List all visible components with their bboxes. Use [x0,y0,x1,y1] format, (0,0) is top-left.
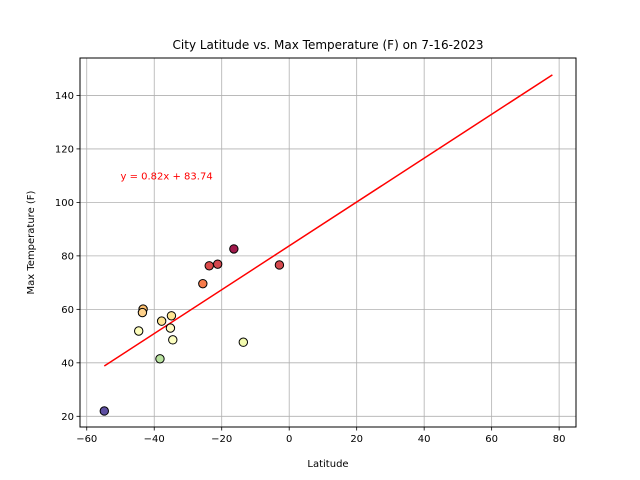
chart-title: City Latitude vs. Max Temperature (F) on… [173,38,484,52]
data-point [198,278,208,289]
x-tick-label: −40 [144,434,165,445]
regression-line-group [103,74,553,367]
data-point [166,311,177,321]
data-point [134,326,144,336]
data-point [229,244,239,254]
y-tick-label: 20 [61,412,74,423]
regression-equation-label: y = 0.82x + 83.74 [120,172,212,183]
regression-line [103,74,553,367]
y-axis-label: Max Temperature (F) [26,190,37,294]
x-tick-label: 80 [553,434,566,445]
y-tick-label: 80 [61,251,74,262]
data-point [137,307,148,318]
data-point [99,406,109,416]
x-axis-label: Latitude [307,459,348,470]
data-point [212,259,223,269]
grid [80,58,576,427]
data-point [165,323,176,333]
y-tick-label: 60 [61,305,74,316]
x-tick-label: −60 [76,434,97,445]
data-point [274,260,285,270]
y-tick-label: 140 [55,91,74,102]
data-point [168,335,178,345]
data-point [204,261,214,271]
plot-frame [79,57,577,428]
scatter-points [99,244,285,416]
y-tick-label: 40 [61,358,74,369]
data-point [155,354,165,364]
x-axis-ticks: −60 −40 −20 0 20 40 60 80 [76,427,565,445]
data-point [238,337,249,347]
x-tick-label: 20 [350,434,363,445]
x-tick-label: 60 [485,434,498,445]
y-tick-label: 120 [55,144,74,155]
y-tick-label: 100 [55,198,74,209]
x-tick-label: 0 [286,434,292,445]
x-tick-label: 40 [418,434,431,445]
x-tick-label: −20 [211,434,232,445]
y-axis-ticks: 20 40 60 80 100 120 140 [55,91,80,423]
data-point [156,316,167,326]
